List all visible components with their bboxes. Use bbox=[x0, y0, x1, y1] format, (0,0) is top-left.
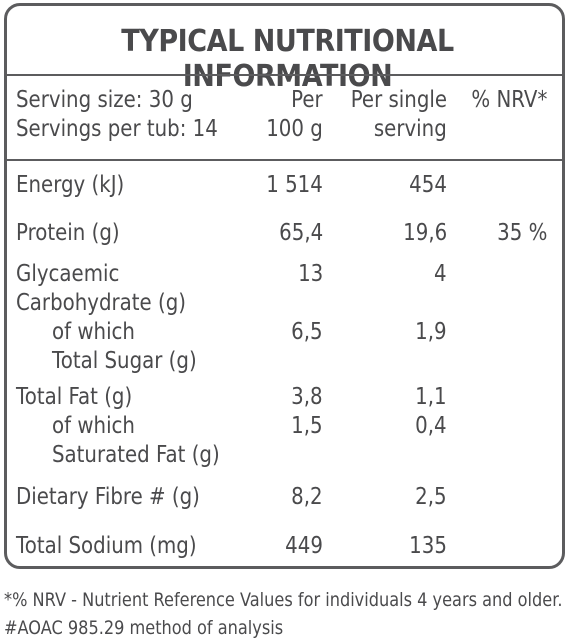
satfat-perserving: 0,4 bbox=[415, 413, 447, 439]
protein-per100: 65,4 bbox=[278, 220, 323, 246]
sugar-perserving: 1,9 bbox=[415, 319, 447, 345]
header-divider bbox=[7, 159, 562, 161]
sugar-label-line1: of which bbox=[52, 319, 135, 345]
sodium-label: Total Sodium (mg) bbox=[16, 533, 197, 559]
fat-per100: 3,8 bbox=[291, 384, 323, 410]
satfat-per100: 1,5 bbox=[291, 413, 323, 439]
per-serving-header-line1: Per single bbox=[350, 87, 447, 113]
carb-perserving: 4 bbox=[434, 261, 447, 287]
carb-per100: 13 bbox=[297, 261, 323, 287]
sodium-perserving: 135 bbox=[409, 533, 447, 559]
satfat-label-line2: Saturated Fat (g) bbox=[52, 442, 220, 468]
energy-per100: 1 514 bbox=[266, 172, 323, 198]
fat-perserving: 1,1 bbox=[415, 384, 447, 410]
servings-per-tub: Servings per tub: 14 bbox=[16, 116, 218, 142]
fibre-label: Dietary Fibre # (g) bbox=[16, 484, 200, 510]
panel-title: TYPICAL NUTRITIONAL INFORMATION bbox=[121, 24, 454, 94]
nrv-header: % NRV* bbox=[471, 87, 547, 113]
fat-label: Total Fat (g) bbox=[16, 384, 133, 410]
per-100g-header-line2: 100 g bbox=[266, 116, 323, 142]
serving-size: Serving size: 30 g bbox=[16, 87, 193, 113]
sugar-label-line2: Total Sugar (g) bbox=[52, 348, 197, 374]
per-serving-header-line2: serving bbox=[374, 116, 447, 142]
protein-nrv: 35 % bbox=[496, 220, 547, 246]
fibre-per100: 8,2 bbox=[291, 484, 323, 510]
nutrition-panel: TYPICAL NUTRITIONAL INFORMATION Serving … bbox=[4, 3, 565, 569]
sodium-per100: 449 bbox=[285, 533, 323, 559]
fibre-perserving: 2,5 bbox=[415, 484, 447, 510]
nrv-footnote: *% NRV - Nutrient Reference Values for i… bbox=[4, 589, 563, 611]
protein-perserving: 19,6 bbox=[402, 220, 447, 246]
satfat-label-line1: of which bbox=[52, 413, 135, 439]
sugar-per100: 6,5 bbox=[291, 319, 323, 345]
protein-label: Protein (g) bbox=[16, 220, 120, 246]
aoac-footnote: #AOAC 985.29 method of analysis bbox=[4, 617, 284, 639]
energy-perserving: 454 bbox=[409, 172, 447, 198]
energy-label: Energy (kJ) bbox=[16, 172, 125, 198]
carb-label-line1: Glycaemic bbox=[16, 261, 120, 287]
title-divider bbox=[7, 74, 562, 76]
per-100g-header-line1: Per bbox=[291, 87, 323, 113]
carb-label-line2: Carbohydrate (g) bbox=[16, 290, 186, 316]
